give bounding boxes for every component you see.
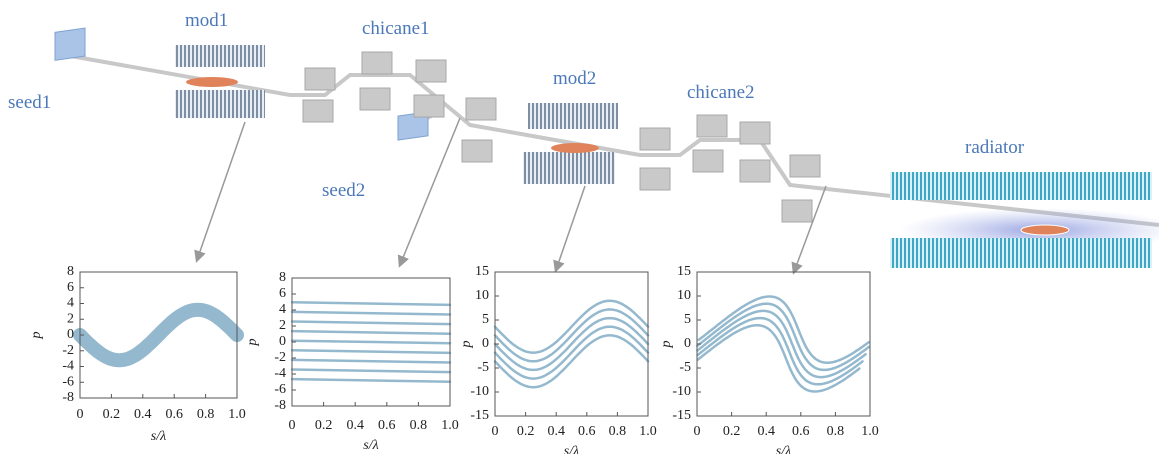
x-tick-label: 0.4 — [346, 418, 364, 433]
y-axis-label: p — [29, 332, 44, 340]
x-tick-label: 1.0 — [228, 407, 246, 422]
x-tick-label: 0.6 — [378, 418, 396, 433]
y-tick-label: 5 — [482, 312, 489, 327]
x-tick-label: 0 — [492, 424, 499, 439]
y-tick-label: 6 — [279, 286, 286, 301]
x-axis-label: s/λ — [564, 444, 579, 454]
scatter-band — [292, 312, 450, 315]
label: chicane2 — [687, 82, 755, 103]
x-axis-label: s/λ — [363, 438, 378, 453]
y-tick-label: 6 — [67, 280, 74, 295]
scatter-band — [292, 341, 450, 344]
x-tick-label: 0.2 — [517, 424, 535, 439]
undulator — [890, 238, 1152, 268]
y-tick-label: 0 — [67, 327, 74, 342]
x-axis-label: s/λ — [151, 429, 166, 444]
y-tick-label: -2 — [62, 343, 74, 358]
electron-bunch — [551, 143, 599, 153]
figure: seed1 mod1 chicane1 mod2 seed2 chicane2 … — [0, 0, 1159, 454]
undulator — [890, 172, 1152, 200]
x-tick-label: 0.4 — [134, 407, 152, 422]
x-tick-label: 0 — [77, 407, 84, 422]
y-tick-label: -8 — [62, 390, 74, 405]
y-axis-label: p — [459, 341, 474, 349]
x-axis-label: s/λ — [776, 444, 791, 454]
y-tick-label: -5 — [477, 360, 489, 375]
y-tick-label: 2 — [279, 318, 286, 333]
x-tick-label: 0.8 — [609, 424, 627, 439]
x-tick-label: 0.2 — [103, 407, 121, 422]
x-tick-label: 0.8 — [410, 418, 428, 433]
x-tick-label: 0.2 — [723, 424, 741, 439]
undulator — [528, 103, 618, 129]
y-tick-label: -6 — [62, 374, 74, 389]
y-tick-label: -10 — [672, 384, 691, 399]
electron-bunch — [186, 77, 238, 87]
label: seed1 — [8, 92, 51, 113]
x-tick-label: 0.8 — [197, 407, 215, 422]
y-tick-label: -4 — [274, 366, 286, 381]
y-tick-label: 2 — [67, 311, 74, 326]
y-tick-label: -5 — [679, 360, 691, 375]
y-tick-label: -2 — [274, 350, 286, 365]
y-tick-label: 0 — [279, 334, 286, 349]
scatter-band — [292, 370, 450, 373]
y-tick-label: 10 — [475, 288, 489, 303]
x-tick-label: 0.2 — [315, 418, 333, 433]
y-tick-label: -15 — [470, 408, 489, 423]
y-tick-label: 0 — [482, 336, 489, 351]
label: mod1 — [185, 10, 228, 31]
label: chicane1 — [362, 18, 430, 39]
scatter-band — [292, 322, 450, 325]
x-tick-label: 0.6 — [792, 424, 810, 439]
diagram: seed1 mod1 chicane1 mod2 seed2 chicane2 … — [0, 0, 1159, 454]
x-tick-label: 0.6 — [578, 424, 596, 439]
x-tick-label: 1.0 — [639, 424, 657, 439]
seed1-laser — [55, 28, 85, 60]
y-tick-label: -6 — [274, 382, 286, 397]
y-tick-label: 5 — [684, 312, 691, 327]
x-tick-label: 0 — [289, 418, 296, 433]
x-tick-label: 0.4 — [757, 424, 775, 439]
y-tick-label: 4 — [67, 296, 74, 311]
y-axis-label: p — [659, 341, 674, 349]
y-tick-label: -8 — [274, 398, 286, 413]
y-tick-label: -15 — [672, 408, 691, 423]
y-tick-label: 15 — [475, 264, 489, 279]
undulator — [175, 90, 265, 118]
x-tick-label: 0.8 — [827, 424, 845, 439]
y-tick-label: 8 — [67, 264, 74, 279]
x-tick-label: 1.0 — [861, 424, 879, 439]
label: seed2 — [322, 180, 365, 201]
y-tick-label: 15 — [677, 264, 691, 279]
y-tick-label: 8 — [279, 270, 286, 285]
x-tick-label: 0.4 — [547, 424, 565, 439]
y-axis-label: p — [245, 339, 260, 347]
y-tick-label: 4 — [279, 302, 286, 317]
label: mod2 — [553, 68, 596, 89]
y-tick-label: 10 — [677, 288, 691, 303]
electron-bunch — [1021, 225, 1069, 235]
scatter-band — [292, 302, 450, 305]
scatter-band — [80, 310, 237, 360]
label: radiator — [965, 137, 1025, 158]
scatter-band — [698, 318, 863, 384]
x-tick-label: 0 — [694, 424, 701, 439]
scatter-band — [292, 379, 450, 382]
scatter-band — [292, 350, 450, 353]
x-tick-label: 1.0 — [441, 418, 459, 433]
x-tick-label: 0.6 — [165, 407, 183, 422]
undulator — [175, 45, 265, 67]
y-tick-label: 0 — [684, 336, 691, 351]
y-tick-label: -4 — [62, 359, 74, 374]
y-tick-label: -10 — [470, 384, 489, 399]
undulator — [523, 152, 615, 184]
plot-frame — [697, 272, 870, 416]
scatter-band — [292, 360, 450, 363]
scatter-band — [292, 331, 450, 334]
